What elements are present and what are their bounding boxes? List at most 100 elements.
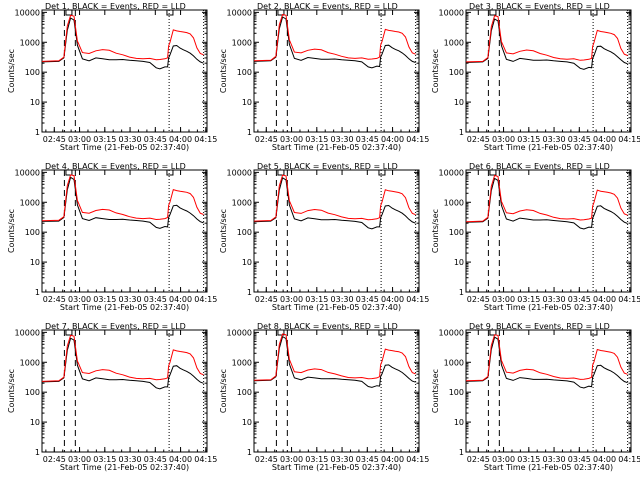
y-tick-label: 10000 bbox=[15, 168, 40, 177]
x-tick-label: 04:00 bbox=[169, 135, 192, 144]
y-tick-label: 1000 bbox=[232, 358, 252, 367]
x-tick-label: 04:15 bbox=[406, 135, 429, 144]
y-tick-label: 10 bbox=[30, 98, 40, 107]
x-tick-label: 03:30 bbox=[543, 135, 566, 144]
time-flag-marker bbox=[277, 170, 285, 176]
y-tick-label: 10000 bbox=[439, 168, 464, 177]
x-tick-label: 03:15 bbox=[517, 455, 540, 464]
x-tick-label: 04:15 bbox=[618, 455, 640, 464]
x-tick-label: 03:45 bbox=[568, 135, 591, 144]
x-tick-label: 04:15 bbox=[618, 295, 640, 304]
panel-det-8: 1 10 100 1000 10000 02:45 03:00 03:15 03:30 03:45… bbox=[219, 322, 429, 472]
panel-det-1: 1 10 100 1000 10000 02:45 03:00 03:15 03:30 03:45… bbox=[7, 2, 217, 152]
panel-title: Det 9, BLACK = Events, RED = LLD bbox=[469, 322, 610, 331]
plot-frame bbox=[465, 329, 632, 453]
y-axis-label: Counts/sec bbox=[219, 209, 228, 253]
x-tick-label: 03:30 bbox=[543, 295, 566, 304]
x-axis-label: Start Time (21-Feb-05 02:37:40) bbox=[272, 463, 401, 472]
time-flag-marker bbox=[590, 330, 598, 336]
lld-series-line bbox=[253, 13, 416, 62]
x-tick-label: 03:30 bbox=[331, 135, 354, 144]
time-flag-marker bbox=[590, 10, 598, 16]
y-tick-label: 10 bbox=[30, 258, 40, 267]
x-tick-label: 03:00 bbox=[68, 295, 91, 304]
x-tick-label: 03:30 bbox=[119, 135, 142, 144]
panel-title: Det 4, BLACK = Events, RED = LLD bbox=[45, 162, 186, 171]
lld-series-line bbox=[41, 334, 204, 382]
x-tick-label: 04:15 bbox=[194, 135, 217, 144]
x-tick-label: 03:00 bbox=[68, 135, 91, 144]
x-tick-label: 04:15 bbox=[406, 295, 429, 304]
x-tick-label: 04:00 bbox=[593, 455, 616, 464]
plot-frame bbox=[465, 169, 632, 293]
x-tick-label: 03:00 bbox=[492, 295, 515, 304]
x-tick-label: 03:45 bbox=[144, 135, 167, 144]
plot-frame bbox=[253, 169, 420, 293]
x-tick-label: 04:00 bbox=[593, 295, 616, 304]
events-series-line bbox=[253, 335, 416, 388]
x-tick-label: 02:45 bbox=[43, 295, 66, 304]
x-tick-label: 03:30 bbox=[331, 455, 354, 464]
y-axis-label: Counts/sec bbox=[7, 369, 16, 413]
y-tick-label: 1000 bbox=[232, 38, 252, 47]
x-tick-label: 02:45 bbox=[255, 135, 278, 144]
x-tick-label: 04:00 bbox=[593, 135, 616, 144]
y-tick-label: 1 bbox=[247, 448, 252, 457]
y-tick-label: 100 bbox=[25, 68, 40, 77]
y-tick-label: 1000 bbox=[444, 38, 464, 47]
y-tick-label: 10000 bbox=[439, 8, 464, 17]
y-axis-label: Counts/sec bbox=[431, 369, 440, 413]
y-tick-label: 1 bbox=[459, 448, 464, 457]
y-tick-label: 10000 bbox=[227, 8, 252, 17]
x-axis-label: Start Time (21-Feb-05 02:37:40) bbox=[272, 143, 401, 152]
panel-title: Det 1, BLACK = Events, RED = LLD bbox=[45, 2, 186, 11]
panel-det-2: 1 10 100 1000 10000 02:45 03:00 03:15 03:30 03:45… bbox=[219, 2, 429, 152]
panel-title: Det 7, BLACK = Events, RED = LLD bbox=[45, 322, 186, 331]
y-tick-label: 1000 bbox=[444, 358, 464, 367]
events-series-line bbox=[465, 177, 628, 230]
y-tick-label: 10 bbox=[242, 418, 252, 427]
y-tick-label: 10000 bbox=[15, 328, 40, 337]
x-axis-label: Start Time (21-Feb-05 02:37:40) bbox=[60, 463, 189, 472]
x-tick-label: 03:45 bbox=[356, 455, 379, 464]
x-tick-label: 02:45 bbox=[43, 455, 66, 464]
x-tick-label: 03:45 bbox=[356, 135, 379, 144]
x-tick-label: 03:00 bbox=[280, 455, 303, 464]
y-axis-label: Counts/sec bbox=[7, 49, 16, 93]
y-tick-label: 10 bbox=[30, 418, 40, 427]
panel-title: Det 8, BLACK = Events, RED = LLD bbox=[257, 322, 398, 331]
plot-frame bbox=[253, 9, 420, 133]
x-axis-label: Start Time (21-Feb-05 02:37:40) bbox=[272, 303, 401, 312]
x-tick-label: 02:45 bbox=[255, 295, 278, 304]
events-series-line bbox=[253, 16, 416, 69]
y-axis-label: Counts/sec bbox=[219, 49, 228, 93]
lld-series-line bbox=[41, 14, 204, 62]
y-tick-label: 10 bbox=[454, 258, 464, 267]
x-tick-label: 03:15 bbox=[93, 455, 116, 464]
x-tick-label: 03:00 bbox=[280, 135, 303, 144]
y-tick-label: 10000 bbox=[227, 328, 252, 337]
y-tick-label: 1 bbox=[35, 128, 40, 137]
plot-frame bbox=[465, 9, 632, 133]
y-tick-label: 10 bbox=[454, 418, 464, 427]
lld-series-line bbox=[253, 333, 416, 381]
x-tick-label: 03:15 bbox=[305, 295, 328, 304]
time-flag-marker bbox=[378, 330, 386, 336]
events-series-line bbox=[41, 176, 204, 229]
time-flag-marker bbox=[378, 10, 386, 16]
y-tick-label: 1 bbox=[35, 448, 40, 457]
panel-det-3: 1 10 100 1000 10000 02:45 03:00 03:15 03:30 03:45… bbox=[431, 2, 640, 152]
time-flag-marker bbox=[277, 10, 285, 16]
x-tick-label: 02:45 bbox=[467, 455, 490, 464]
time-flag-marker bbox=[166, 330, 174, 336]
events-series-line bbox=[41, 17, 204, 70]
x-tick-label: 03:30 bbox=[543, 455, 566, 464]
y-tick-label: 10000 bbox=[15, 8, 40, 17]
y-tick-label: 100 bbox=[237, 68, 252, 77]
time-flag-marker bbox=[65, 10, 73, 16]
x-tick-label: 02:45 bbox=[43, 135, 66, 144]
plot-frame bbox=[41, 9, 208, 133]
lld-series-line bbox=[41, 174, 204, 222]
x-tick-label: 04:00 bbox=[381, 455, 404, 464]
y-axis-label: Counts/sec bbox=[7, 209, 16, 253]
